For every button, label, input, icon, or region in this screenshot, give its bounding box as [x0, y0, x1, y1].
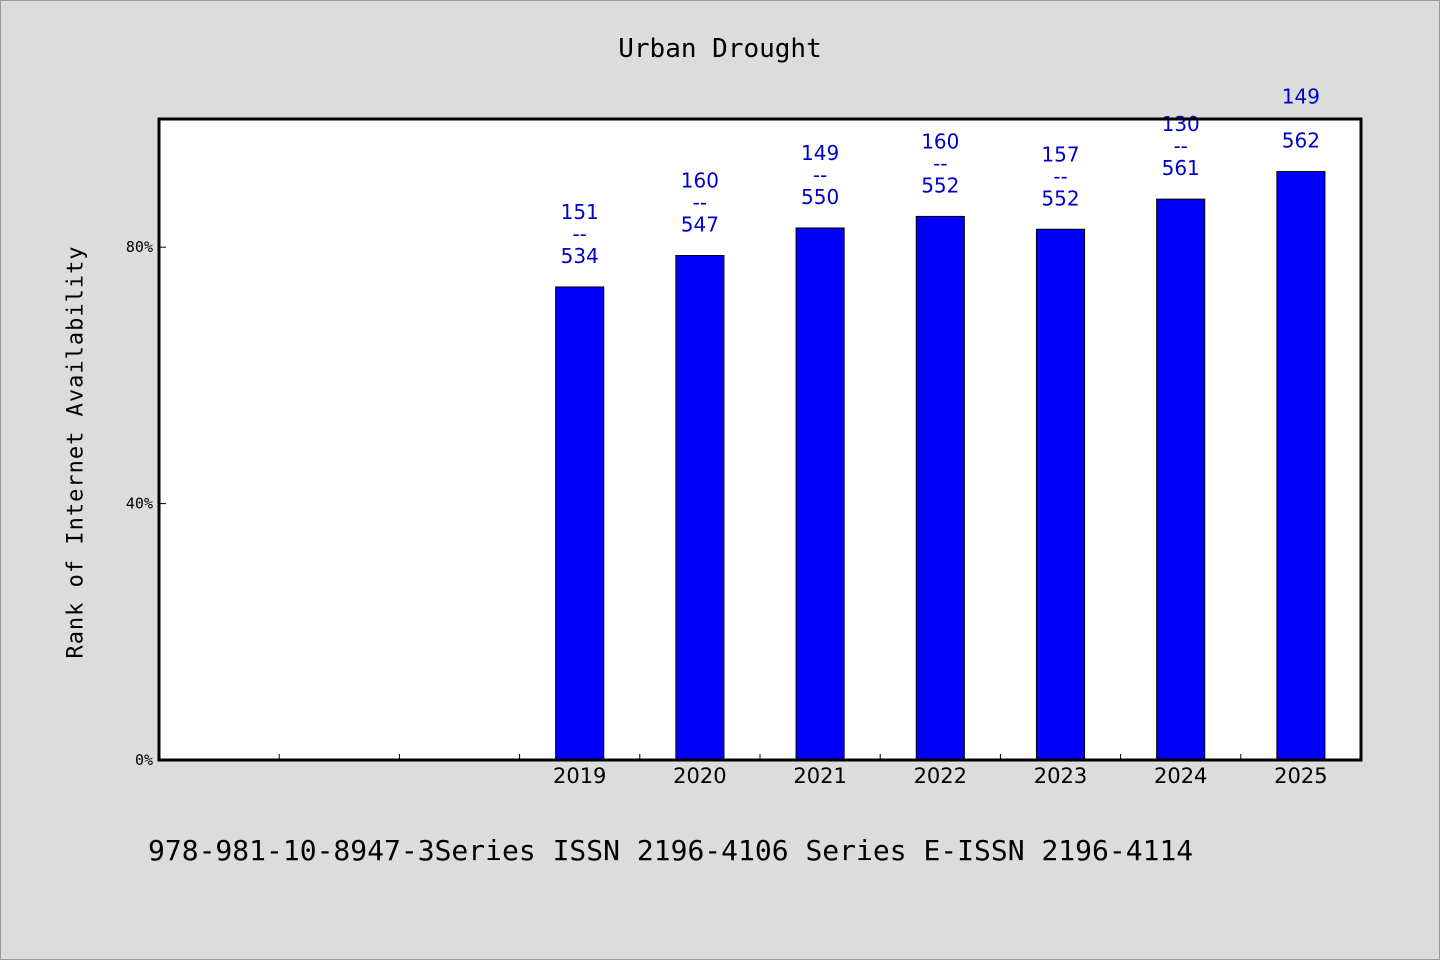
data-label: 534: [561, 244, 599, 268]
x-tick-label: 2020: [673, 764, 726, 788]
chart-marks: 0%40%80%151--5342019160--5472020149--550…: [126, 85, 1328, 788]
bar: [915, 215, 965, 761]
x-tick-label: 2021: [793, 764, 846, 788]
bar: [795, 227, 845, 761]
y-tick-label: 0%: [135, 751, 153, 769]
x-tick-label: 2022: [914, 764, 967, 788]
data-label: 550: [801, 185, 839, 209]
data-label: --: [693, 191, 707, 215]
plot-border: [157, 117, 1363, 762]
data-label: 160: [681, 169, 719, 193]
data-label: 130: [1162, 112, 1200, 136]
data-label: 561: [1162, 156, 1200, 180]
data-label: 562: [1282, 129, 1320, 153]
bar: [1156, 198, 1206, 761]
data-label: 547: [681, 213, 719, 237]
x-tick-label: 2025: [1274, 764, 1327, 788]
data-label: 157: [1041, 142, 1079, 166]
data-label: 149: [1282, 85, 1320, 109]
data-label: 552: [1041, 186, 1079, 210]
data-label: 149: [801, 141, 839, 165]
footer-note: 978-981-10-8947-3Series ISSN 2196-4106 S…: [148, 834, 1194, 867]
x-tick-label: 2024: [1154, 764, 1207, 788]
data-label: 151: [561, 200, 599, 224]
data-label: --: [1053, 164, 1067, 188]
data-label: 160: [921, 129, 959, 153]
bar: [555, 286, 605, 761]
x-tick-label: 2019: [553, 764, 606, 788]
y-tick-label: 40%: [126, 495, 153, 513]
bar: [675, 255, 725, 761]
data-label: 552: [921, 173, 959, 197]
data-label: --: [1173, 134, 1187, 158]
bar: [1035, 228, 1086, 761]
data-label: --: [933, 151, 947, 175]
y-tick-label: 80%: [126, 238, 153, 256]
x-tick-label: 2023: [1034, 764, 1087, 788]
data-label: --: [572, 222, 586, 246]
data-label: --: [813, 163, 827, 187]
chart-title: Urban Drought: [618, 34, 822, 64]
bar: [1276, 171, 1326, 761]
